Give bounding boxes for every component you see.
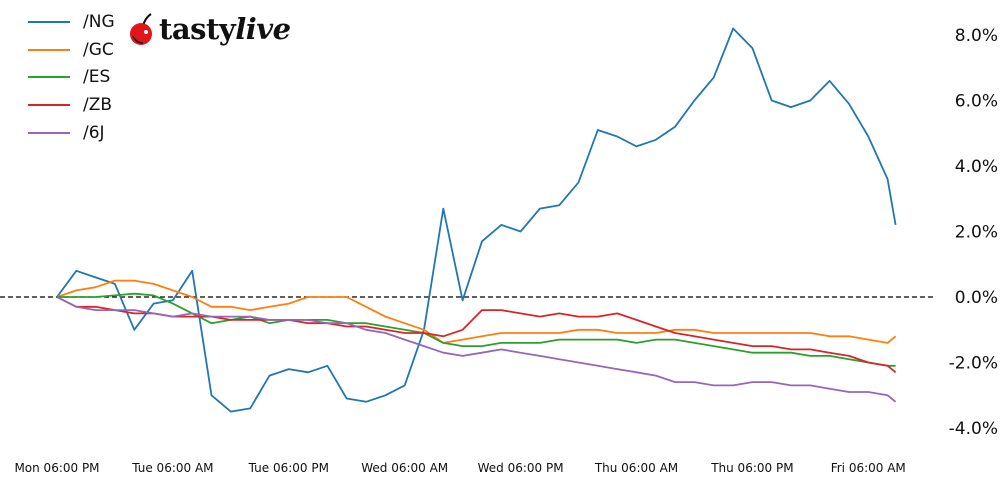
tastylive-logo: tastylive <box>127 12 291 46</box>
legend-swatch <box>28 131 70 134</box>
series-layer <box>56 27 897 413</box>
legend-swatch <box>28 48 70 51</box>
x-tick-label: Wed 06:00 PM <box>478 461 564 475</box>
legend-item-es: /ES <box>28 63 115 91</box>
legend-label: /6J <box>83 122 105 143</box>
y-tick-label: -2.0% <box>949 354 998 374</box>
logo-text: tastylive <box>159 12 291 46</box>
y-tick-label: 8.0% <box>955 26 998 46</box>
series-line-gc <box>56 279 897 344</box>
legend-swatch <box>28 20 70 23</box>
legend-item-gc: /GC <box>28 36 115 64</box>
x-tick-label: Wed 06:00 AM <box>361 461 448 475</box>
x-tick-label: Mon 06:00 PM <box>14 461 99 475</box>
series-line-zb <box>56 296 897 373</box>
legend-label: /ZB <box>83 94 113 115</box>
legend-swatch <box>28 76 70 79</box>
y-tick-label: -4.0% <box>949 419 998 439</box>
legend-label: /NG <box>83 11 115 32</box>
x-tick-label: Tue 06:00 AM <box>131 461 213 475</box>
y-tick-label: 4.0% <box>955 157 998 177</box>
x-tick-label: Fri 06:00 AM <box>831 461 906 475</box>
x-tick-label: Thu 06:00 PM <box>710 461 793 475</box>
y-tick-label: 0.0% <box>955 288 998 308</box>
x-tick-label: Tue 06:00 PM <box>248 461 329 475</box>
x-axis: Mon 06:00 PM Tue 06:00 AM Tue 06:00 PM Wed … <box>14 461 905 475</box>
legend-item-6j: /6J <box>28 119 115 147</box>
series-line-es <box>57 292 896 367</box>
y-axis: -4.0% -2.0% 0.0% 2.0% 4.0% 6.0% 8.0% <box>949 26 998 439</box>
legend-swatch <box>28 103 70 106</box>
legend-item-zb: /ZB <box>28 91 115 119</box>
legend-item-ng: /NG <box>28 8 115 36</box>
x-tick-label: Thu 06:00 AM <box>594 461 678 475</box>
y-tick-label: 6.0% <box>955 92 998 112</box>
legend-label: /ES <box>83 67 111 88</box>
series-line-ng <box>56 27 897 413</box>
legend-label: /GC <box>83 39 114 60</box>
cherry-icon <box>130 13 152 45</box>
y-tick-label: 2.0% <box>955 223 998 243</box>
legend: /NG /GC /ES /ZB /6J <box>28 8 115 146</box>
series-line-6j <box>56 296 897 403</box>
